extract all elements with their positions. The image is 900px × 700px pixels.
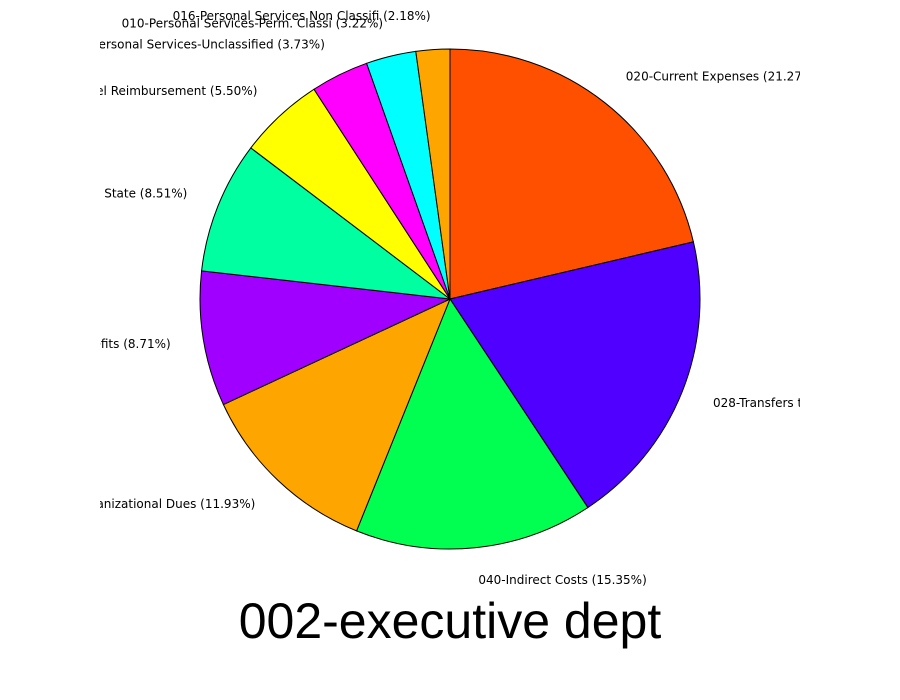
slice-label-6: ravel Reimbursement (5.50%) — [77, 84, 258, 98]
slice-label-9: 016-Personal Services Non Classifi (2.18… — [173, 9, 431, 23]
pie-slice-1 — [449, 241, 701, 509]
pie-slice-0 — [449, 48, 694, 300]
pie-slice-2 — [355, 297, 589, 550]
pie-slices — [199, 48, 701, 550]
slice-labels: 020-Current Expenses (21.27%) 028-Transfe… — [70, 9, 824, 587]
chart-title: 002-executive dept — [239, 593, 662, 649]
pie-slice-4 — [199, 270, 452, 406]
pie-slice-5 — [201, 147, 452, 300]
slice-label-5: Than State (8.51%) — [70, 186, 188, 200]
slice-label-2: 040-Indirect Costs (15.35%) — [478, 573, 646, 587]
slice-label-7: -Personal Services-Unclassified (3.73%) — [87, 38, 324, 52]
slice-label-1: 028-Transfers to Pl — [713, 396, 824, 410]
slice-label-3: Organizational Dues (11.93%) — [75, 497, 256, 511]
slice-label-4: Benefits (8.71%) — [70, 337, 170, 351]
pie-slice-3 — [222, 298, 451, 532]
slice-label-0: 020-Current Expenses (21.27%) — [626, 70, 818, 84]
pie-slice-9 — [415, 48, 451, 300]
slice-label-8: 010-Personal Services-Perm. Classi (3.22… — [122, 17, 383, 31]
